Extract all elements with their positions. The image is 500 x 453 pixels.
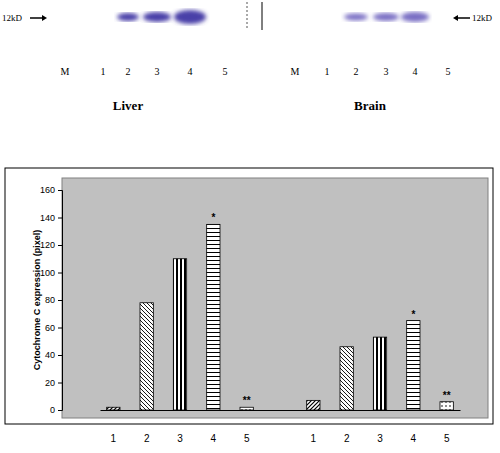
tick-label: 5 xyxy=(444,433,450,444)
tick-mark xyxy=(58,245,62,246)
bar xyxy=(340,347,353,410)
tick: 3 xyxy=(177,410,183,444)
lane-label: M xyxy=(61,66,70,77)
tick-label: 5 xyxy=(244,433,250,444)
tick-label: 160 xyxy=(40,185,55,195)
y-axis: 0 20 40 60 80 100 120 140 160 xyxy=(40,185,63,415)
tick-label: 60 xyxy=(45,323,55,333)
tick: 40 xyxy=(45,350,62,360)
significance-mark: * xyxy=(411,309,415,320)
tick: 20 xyxy=(45,378,62,388)
lane-label: 4 xyxy=(413,66,418,77)
tissue-label: Brain xyxy=(354,98,387,113)
arrow-head xyxy=(42,15,47,21)
lane-label: 5 xyxy=(223,66,228,77)
tick: 0 xyxy=(50,405,62,415)
marker-label: 12kD xyxy=(472,13,493,23)
band xyxy=(373,13,399,21)
tick-label: 0 xyxy=(50,405,55,415)
lane-label: 2 xyxy=(126,66,131,77)
significance-mark: ** xyxy=(443,390,451,401)
tick-label: 80 xyxy=(45,295,55,305)
bar xyxy=(240,407,253,410)
lane-label: M xyxy=(291,66,300,77)
tick-label: 20 xyxy=(45,378,55,388)
tick-mark xyxy=(58,383,62,384)
bar xyxy=(440,402,453,410)
lane-label: 3 xyxy=(155,66,160,77)
figure: 12kD12kDM12345M12345LiverBrain******0204… xyxy=(0,0,500,453)
bar xyxy=(207,224,220,410)
tick: 5 xyxy=(244,410,250,444)
tick-label: 40 xyxy=(45,350,55,360)
chart-frame xyxy=(5,168,493,424)
bar xyxy=(307,400,320,410)
tick-label: 140 xyxy=(40,213,55,223)
tick: 1 xyxy=(111,410,117,444)
tick: 5 xyxy=(444,410,450,444)
bar xyxy=(140,303,153,410)
lane-label: 3 xyxy=(384,66,389,77)
blot: 12kD 12kD M 1 2 3 4 5 M 1 2 3 4 5 Liver Brain xyxy=(2,2,493,113)
tick: 80 xyxy=(45,295,62,305)
arrow-head xyxy=(453,15,458,21)
tick-mark xyxy=(58,218,62,219)
tick-mark xyxy=(58,190,62,191)
marker-label: 12kD xyxy=(2,13,23,23)
band xyxy=(401,12,429,22)
tick-label: 4 xyxy=(411,433,417,444)
bar xyxy=(107,407,120,410)
arrow xyxy=(458,17,470,19)
tick-mark xyxy=(58,355,62,356)
lane-label: 5 xyxy=(446,66,451,77)
tick-label: 1 xyxy=(311,433,317,444)
tick: 140 xyxy=(40,213,62,223)
significance-mark: * xyxy=(211,212,215,223)
axis-line xyxy=(101,410,461,411)
band xyxy=(143,12,171,22)
tick-mark xyxy=(58,273,62,274)
tick: 120 xyxy=(40,240,62,250)
tick-label: 100 xyxy=(40,268,55,278)
tick: 160 xyxy=(40,185,62,195)
tick-label: 2 xyxy=(344,433,350,444)
tick-mark xyxy=(58,328,62,329)
lane-label: 4 xyxy=(188,66,193,77)
band xyxy=(117,13,139,21)
bars xyxy=(107,224,454,410)
tick: 2 xyxy=(144,410,150,444)
tick: 4 xyxy=(411,410,417,444)
tissue-label: Liver xyxy=(113,98,144,113)
tick-mark xyxy=(58,410,62,411)
tick: 100 xyxy=(40,268,62,278)
tick: 60 xyxy=(45,323,62,333)
band xyxy=(344,14,368,21)
tick: 1 xyxy=(311,410,317,444)
tick-label: 3 xyxy=(177,433,183,444)
tick-label: 2 xyxy=(144,433,150,444)
arrow xyxy=(30,17,42,19)
tick-label: 3 xyxy=(377,433,383,444)
bar xyxy=(407,321,420,410)
plot-area xyxy=(62,178,488,418)
bar xyxy=(173,259,186,410)
bar xyxy=(373,337,386,410)
significance-mark: ** xyxy=(243,395,251,406)
lane-label: 2 xyxy=(354,66,359,77)
tick-label: 1 xyxy=(111,433,117,444)
lane-label: 1 xyxy=(325,66,330,77)
lane-label: 1 xyxy=(101,66,106,77)
y-axis-title: Cytochrome C expression (pixel) xyxy=(32,230,42,371)
tick-mark xyxy=(58,300,62,301)
band xyxy=(174,10,206,24)
x-axis: 1 2 3 4 5 1 2 3 4 5 xyxy=(101,410,461,444)
divider xyxy=(262,2,263,30)
tick: 3 xyxy=(377,410,383,444)
tick-label: 4 xyxy=(211,433,217,444)
tick: 4 xyxy=(211,410,217,444)
axis-line xyxy=(58,191,63,411)
tick-label: 120 xyxy=(40,240,55,250)
tick: 2 xyxy=(344,410,350,444)
divider xyxy=(247,2,248,30)
